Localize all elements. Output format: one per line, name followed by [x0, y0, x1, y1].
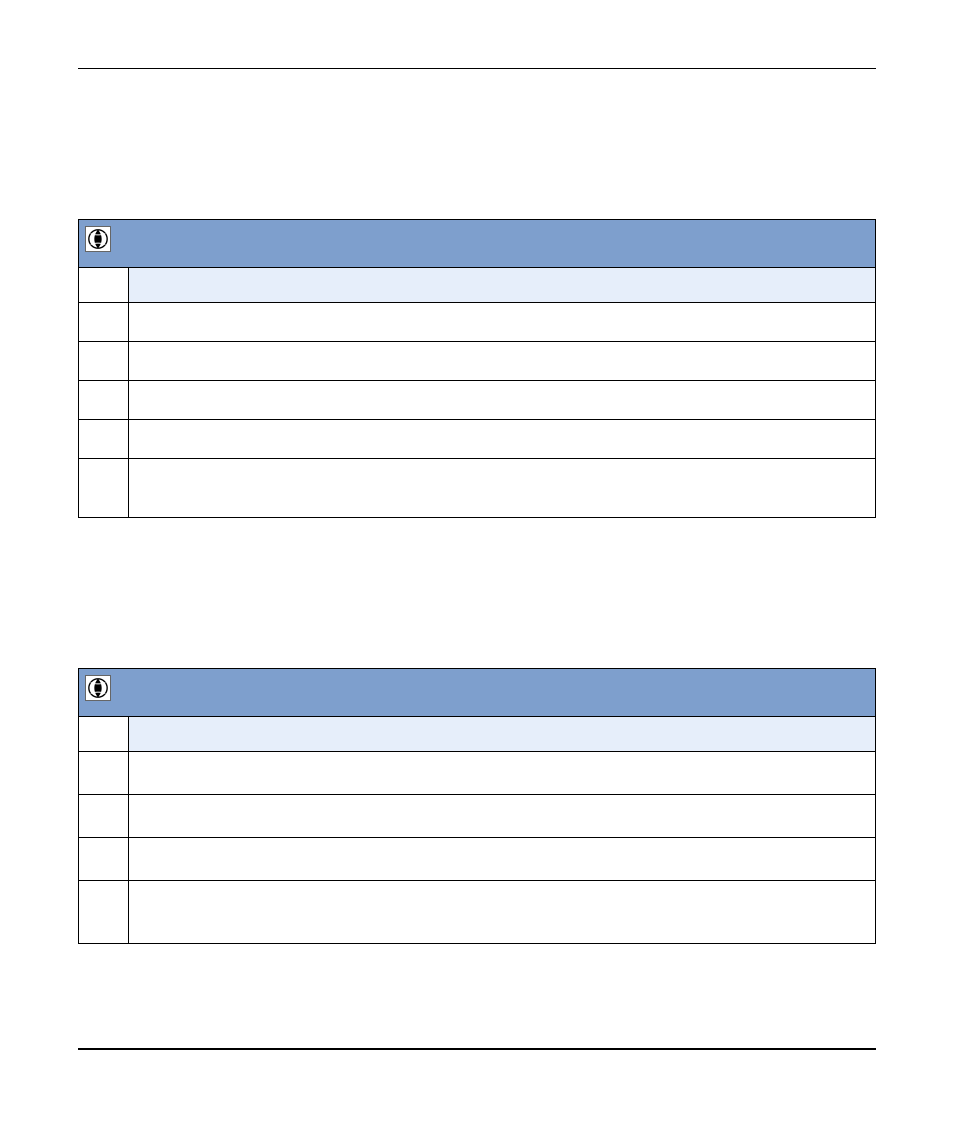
cell-left: [79, 795, 129, 837]
document-page: [0, 0, 954, 1145]
table-row: [79, 837, 875, 880]
cell-right: [129, 381, 875, 419]
table-row: [79, 751, 875, 794]
table-row: [79, 380, 875, 419]
cell-right: [129, 752, 875, 794]
cell-right: [129, 881, 875, 943]
cell-right: [129, 459, 875, 517]
table-2-header: [79, 669, 875, 717]
cell-left: [79, 381, 129, 419]
table-1-header-text: [119, 226, 869, 260]
table-section-2: [78, 668, 876, 944]
cell-left: [79, 303, 129, 341]
cell-left: [79, 838, 129, 880]
cell-right: [129, 342, 875, 380]
globe-icon: [85, 675, 111, 701]
bottom-horizontal-rule: [78, 1048, 876, 1050]
cell-left: [79, 752, 129, 794]
cell-right: [129, 795, 875, 837]
table-2-header-text: [119, 675, 869, 709]
table-1-header: [79, 220, 875, 268]
table-1: [78, 219, 876, 518]
top-horizontal-rule: [78, 68, 876, 69]
table-1-subhead-right: [129, 268, 875, 302]
table-1-subhead-left: [79, 268, 129, 302]
table-2-subheader: [79, 717, 875, 751]
table-1-subheader: [79, 268, 875, 302]
cell-right: [129, 838, 875, 880]
table-row: [79, 458, 875, 517]
table-row: [79, 341, 875, 380]
globe-icon: [85, 226, 111, 252]
cell-left: [79, 881, 129, 943]
table-section-1: [78, 219, 876, 518]
spacer: [78, 109, 876, 219]
cell-left: [79, 342, 129, 380]
spacer: [78, 573, 876, 668]
table-row: [79, 302, 875, 341]
table-2-subhead-left: [79, 717, 129, 751]
table-row: [79, 794, 875, 837]
table-2: [78, 668, 876, 944]
table-2-subhead-right: [129, 717, 875, 751]
cell-right: [129, 420, 875, 458]
cell-right: [129, 303, 875, 341]
table-row: [79, 419, 875, 458]
table-row: [79, 880, 875, 943]
cell-left: [79, 420, 129, 458]
cell-left: [79, 459, 129, 517]
